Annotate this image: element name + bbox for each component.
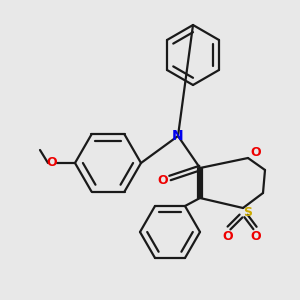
Text: O: O: [158, 173, 168, 187]
Text: O: O: [251, 146, 261, 160]
Text: S: S: [244, 206, 253, 220]
Text: O: O: [223, 230, 233, 244]
Text: O: O: [251, 230, 261, 244]
Text: N: N: [172, 129, 184, 143]
Text: O: O: [47, 157, 57, 169]
